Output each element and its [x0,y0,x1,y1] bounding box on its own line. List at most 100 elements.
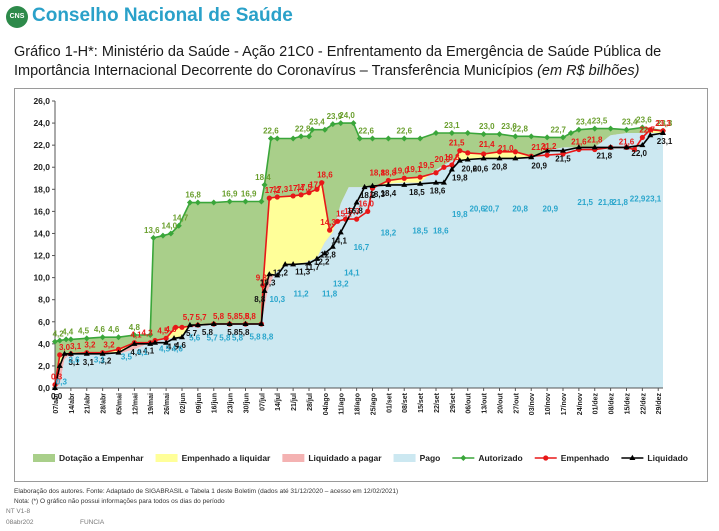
legend-swatch-empenhado_area [155,454,178,462]
liquidado-data-label: 3,2 [100,357,112,366]
autorizado-point [512,133,519,140]
liquidado-point [61,350,68,356]
liquidado-data-label: 18,2 [360,191,376,200]
empenhado-point [385,177,391,184]
y-tick-label: 8,0 [38,295,50,305]
legend-marker-empenhado [543,455,549,461]
autorizado-point [559,134,566,141]
empenhado-data-label: 5,8 [238,312,250,321]
autorizado-point [305,133,312,140]
x-tick-label: 11/ago [339,393,346,415]
x-tick-label: 23/jun [228,393,235,413]
liquidado-point [99,350,106,356]
liquidado-point [67,350,74,356]
empenhado-data-label: 0,3 [51,373,63,382]
liquidado-data-label: 22,0 [631,149,647,158]
empenhado-point [260,282,266,288]
empenhado-point [457,148,463,154]
pago-data-label: 16,7 [354,243,370,252]
liquidado-point [591,144,598,150]
autorizado-data-label: 18,4 [255,173,271,182]
y-tick-label: 4,0 [38,339,50,349]
liquidado-point [329,243,336,249]
pago-data-label: 10,3 [269,295,285,304]
empenhado-point [512,149,518,155]
x-tick-label: 01/dez [593,393,600,415]
liquidado-point [623,144,630,150]
x-tick-label: 08/dez [609,393,616,415]
x-tick-label: 29/dez [656,393,663,415]
liquidado-point [353,199,360,205]
liquidado-point [440,179,447,185]
liquidado-data-label: 12,2 [314,257,330,266]
autorizado-data-label: 22,8 [512,124,528,133]
legend-marker-liquidado [629,454,636,460]
liquidado-data-label: 20,8 [492,162,508,171]
legend-swatch-dotacao [33,454,55,462]
empenhado-data-label: 4,1 [130,331,142,340]
pago-data-label: 3,5 [121,352,133,361]
empenhado-data-label: 17,3 [273,185,289,194]
liquidado-point [194,321,201,328]
empenhado-point [327,227,333,233]
note-footnote: Nota: (*) O gráfico não possui informaçõ… [14,498,225,505]
autorizado-point [480,131,487,138]
liquidado-point [660,129,666,136]
empenhado-data-label: 19,0 [393,166,409,175]
pago-data-label: 5,7 [207,334,219,343]
liquidado-data-label: 20,6 [462,165,478,174]
autorizado-data-label: 22,6 [263,127,279,136]
autorizado-point [309,126,316,133]
pago-data-label: 13,2 [333,279,349,288]
autorizado-point [385,135,392,142]
x-tick-label: 06/out [466,392,473,413]
liquidado-point [496,155,503,161]
empenhado-data-label: 21,6 [619,138,635,147]
pago-data-label: 22,9 [630,194,646,203]
area-pago [55,133,663,388]
liquidado-data-label: 20,9 [531,161,547,170]
pago-data-label: 20,7 [484,204,500,213]
empenhado-data-label: 5,7 [183,313,195,322]
liquidado-data-label: 4,0 [130,348,142,357]
autorizado-point [448,130,455,137]
liquidado-data-label: 16,8 [347,207,363,216]
autorizado-point [159,232,166,239]
liquidado-data-label: 11,2 [273,268,289,277]
pago-data-label: 21,8 [612,198,628,207]
y-tick-label: 20,0 [33,162,50,172]
y-tick-label: 6,0 [38,317,50,327]
empenhado-data-label: 17,4 [289,184,305,193]
liquidado-point [178,334,185,340]
liquidado-data-label: 5,8 [202,328,214,337]
pago-data-label: 19,8 [452,210,468,219]
autorizado-data-label: 4,2 [53,330,65,339]
autorizado-data-label: 23,6 [636,115,652,124]
liquidado-point [56,362,63,368]
legend-label-empenhado: Empenhado [561,453,610,463]
source-footnote: Elaboração dos autores. Fonte: Adaptado … [14,488,399,495]
autorizado-point [544,134,551,141]
x-tick-label: 30/jun [243,393,250,413]
empenhado-point [449,162,455,168]
liquidado-data-label: 20,6 [473,165,489,174]
autorizado-point [210,199,217,206]
empenhado-data-label: 22,7 [639,125,655,134]
autorizado-point [321,126,328,133]
autorizado-point [528,133,535,140]
x-tick-label: 19/mai [148,393,155,415]
x-tick-label: 07/abr [53,393,60,414]
empenhado-data-label: 19,8 [444,153,460,162]
liquidado-data-label: 10,3 [260,278,276,287]
empenhado-data-label: 5,8 [227,312,239,321]
y-tick-label: 26,0 [33,96,50,106]
liquidado-data-label: 11,3 [295,267,311,276]
autorizado-point [591,125,598,132]
liquidado-point [575,144,582,150]
autorizado-point [242,198,249,205]
liquidado-point [361,183,368,190]
x-tick-label: 26/mai [164,393,171,415]
autorizado-point [607,125,614,132]
empenhado-data-label: 18,6 [317,171,333,180]
autorizado-data-label: 23,5 [592,117,608,126]
